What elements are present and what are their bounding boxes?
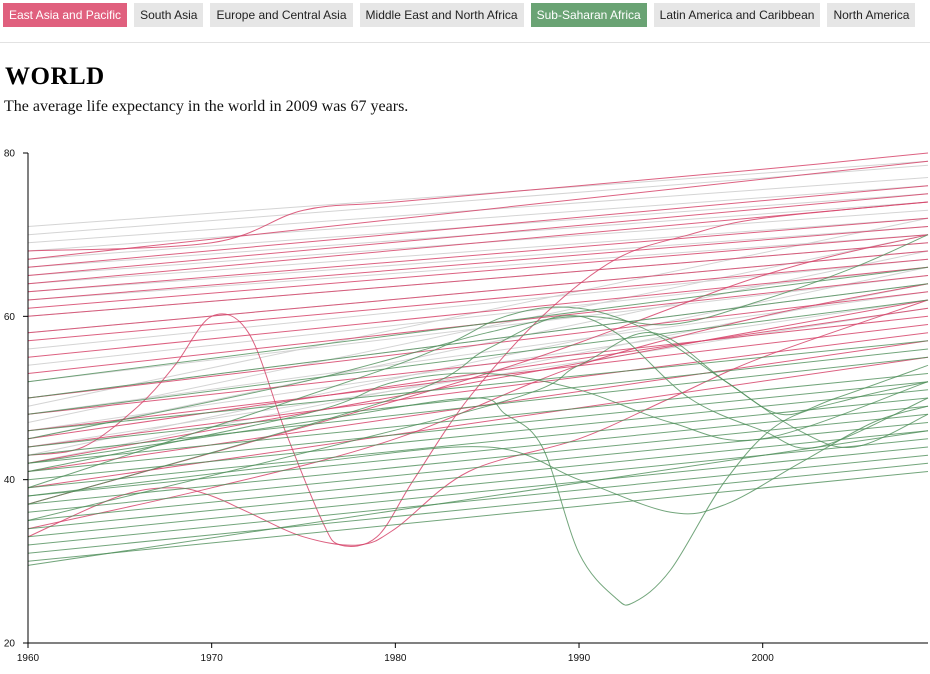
series-line-pink-45 [27,234,929,505]
series-line-green-61 [27,422,929,513]
series-line-green-51 [27,299,929,415]
series-line-green-50 [27,283,929,399]
x-tick: 1990 [568,643,591,664]
header-divider [0,42,930,43]
series-line-green-72 [27,372,929,472]
series-line-pink-39 [27,324,929,432]
series-line-pink-31 [27,234,929,309]
series-line-gray-1 [27,164,929,236]
series-line-gray-7 [27,217,929,285]
page-subtitle: The average life expectancy in the world… [4,98,409,115]
x-tick-label: 1960 [17,653,40,664]
y-tick-label: 40 [4,475,16,486]
series-line-green-59 [27,405,929,497]
series-line-green-64 [27,446,929,538]
series-line-pink-41 [27,332,929,448]
tab-europe-central-asia[interactable]: Europe and Central Asia [210,3,353,27]
series-line-green-69 [27,332,929,521]
series-line-pink-28 [27,201,929,285]
series-line-green-67 [27,471,929,562]
x-tick: 1970 [201,643,224,664]
series-line-green-57 [27,389,929,481]
x-tick-label: 2000 [752,653,775,664]
y-tick: 20 [4,639,28,650]
series-line-gray-12 [27,258,929,350]
tab-middle-east-north-africa[interactable]: Middle East and North Africa [359,3,524,27]
series-line-pink-48 [27,283,929,530]
x-tick-label: 1980 [384,653,407,664]
series-line-green-49 [27,266,929,383]
series-line-green-52 [27,340,929,432]
tab-sub-saharan-africa[interactable]: Sub-Saharan Africa [530,3,647,27]
series-line-green-70 [27,315,929,505]
series-line-green-66 [27,462,929,554]
page-title: WORLD [5,63,105,90]
series-line-green-58 [27,397,929,489]
series-line-green-56 [27,381,929,472]
y-tick-label: 60 [4,312,16,323]
series-line-green-65 [27,454,929,546]
x-tick: 2000 [752,643,775,664]
series-line-gray-3 [27,185,929,252]
series-line-green-62 [27,430,929,521]
series-line-pink-30 [27,226,929,301]
series-line-green-68 [27,430,929,566]
region-tabs: East Asia and Pacific South Asia Europe … [3,3,916,27]
series-line-pink-33 [27,250,929,334]
series-line-pink-26 [27,185,929,268]
series-line-green-71 [27,306,929,489]
chart-axes: 20 40 60 80 1960 1970 1980 1990 2000 [4,149,928,664]
tab-latin-america-caribbean[interactable]: Latin America and Caribbean [653,3,821,27]
series-line-green-63 [27,438,929,530]
x-tick-label: 1990 [568,653,591,664]
series-line-pink-34 [27,258,929,342]
series-line-pink-35 [27,266,929,358]
tab-east-asia-pacific[interactable]: East Asia and Pacific [3,3,128,27]
series-line-gray-22 [27,266,929,456]
series-line-pink-29 [27,217,929,293]
life-expectancy-chart: 20 40 60 80 1960 1970 1980 1990 2000 [4,149,929,664]
series-line-pink-24 [27,152,929,252]
y-tick: 80 [4,149,28,160]
series-line-pink-37 [27,291,929,399]
series-line-pink-32 [27,242,929,317]
series-line-pink-25 [27,160,929,260]
y-tick: 40 [4,475,28,486]
series-line-pink-42 [27,299,929,464]
y-tick-label: 20 [4,639,16,650]
series-line-gray-16 [27,291,929,415]
tab-south-asia[interactable]: South Asia [134,3,204,27]
series-line-green-60 [27,413,929,505]
series-line-gray-9 [27,234,929,301]
y-tick-label: 80 [4,149,16,160]
series-line-gray-0 [27,160,929,227]
series-line-green-55 [27,373,929,464]
series-line-green-54 [27,356,929,456]
series-line-pink-44 [27,356,929,489]
series-line-pink-46 [27,201,929,547]
series-line-green-75 [27,234,929,440]
tab-north-america[interactable]: North America [827,3,916,27]
series-lines [27,152,929,606]
series-line-pink-27 [27,193,929,276]
x-tick: 1980 [384,643,407,664]
series-line-gray-8 [27,226,929,293]
series-line-gray-13 [27,266,929,366]
y-tick: 60 [4,312,28,323]
series-line-green-73 [27,381,929,606]
series-line-green-74 [27,405,929,515]
x-tick: 1960 [17,643,40,664]
series-line-pink-38 [27,315,929,415]
x-tick-label: 1970 [201,653,224,664]
